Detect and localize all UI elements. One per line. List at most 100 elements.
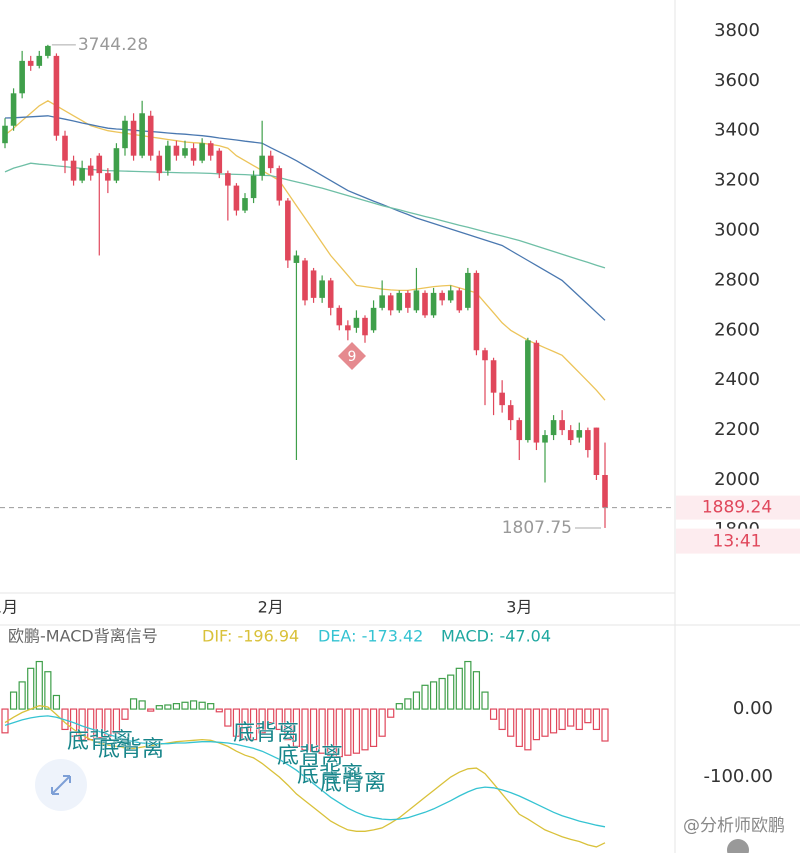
- candle-body: [602, 474, 608, 508]
- candle-body: [96, 155, 103, 174]
- macd-bar: [369, 708, 378, 748]
- candle-body: [447, 290, 454, 301]
- candle-body: [267, 155, 274, 169]
- macd-bar: [429, 681, 438, 710]
- candle-body: [62, 135, 68, 161]
- candle-body: [173, 145, 180, 156]
- macd-bar: [172, 703, 181, 710]
- macd-bar: [27, 667, 35, 710]
- candle-body: [216, 150, 223, 174]
- macd-bar: [498, 708, 506, 731]
- macd-bar: [112, 708, 121, 734]
- candle-body: [559, 420, 565, 431]
- expand-button[interactable]: [35, 759, 87, 811]
- min-label: 1807.75: [502, 518, 572, 538]
- y-tick-label: 3600: [714, 70, 760, 91]
- candle-body: [79, 168, 85, 181]
- macd-bar: [378, 708, 386, 737]
- candle-body: [147, 115, 154, 156]
- corner-icon: [727, 839, 749, 853]
- candle-body: [19, 60, 25, 94]
- candle-body: [190, 148, 197, 161]
- moving-average: [4, 162, 606, 269]
- macd-bar: [592, 708, 601, 731]
- candle-body: [87, 165, 94, 176]
- macd-bar: [515, 708, 523, 748]
- macd-bar: [318, 708, 326, 754]
- countdown: 13:41: [713, 532, 762, 552]
- candle-body: [336, 307, 343, 326]
- macd-bar: [207, 703, 215, 710]
- macd-bar: [104, 708, 112, 737]
- macd-bar: [129, 698, 138, 710]
- divergence-annotation: 底背离: [277, 744, 343, 769]
- macd-bar: [395, 703, 403, 710]
- y-tick-label: 2000: [714, 469, 760, 490]
- candle-body: [310, 270, 317, 298]
- macd-bar: [335, 708, 343, 758]
- candle-body: [36, 55, 43, 66]
- macd-bar: [44, 671, 52, 710]
- candle-body: [2, 125, 8, 144]
- x-tick-label: 1月: [0, 598, 18, 617]
- macd-bar: [95, 708, 103, 739]
- macd-bar: [292, 708, 301, 748]
- macd-bar: [481, 691, 489, 710]
- candle-body: [567, 430, 574, 441]
- macd-bar: [387, 708, 395, 718]
- macd-bar: [258, 708, 266, 734]
- y-tick-label: 3000: [714, 220, 760, 241]
- candle-body: [593, 427, 600, 475]
- moving-average: [4, 115, 606, 321]
- max-label: 3744.28: [78, 35, 148, 55]
- macd-bar: [18, 681, 26, 710]
- macd-bar: [164, 704, 172, 710]
- candle-body: [207, 143, 214, 156]
- candle-body: [499, 392, 505, 406]
- macd-bar: [464, 660, 472, 710]
- candle-body: [285, 200, 291, 261]
- macd-bar: [267, 708, 275, 724]
- macd-bar: [532, 708, 541, 741]
- candle-body: [199, 143, 205, 161]
- macd-bar: [567, 708, 575, 727]
- candle-body: [276, 168, 283, 201]
- candle-body: [542, 435, 548, 443]
- macd-bar: [344, 708, 352, 756]
- candle-body: [27, 60, 34, 66]
- macd-bar: [412, 691, 421, 710]
- macd-bar: [601, 708, 609, 742]
- candle-body: [105, 173, 111, 181]
- candle-body: [422, 292, 428, 316]
- candle-body: [165, 145, 171, 171]
- divergence-annotation: 底背离: [297, 763, 363, 788]
- y-tick-label: 3200: [714, 170, 760, 191]
- last-price-label: 1889.24: [702, 498, 772, 518]
- macd-bar: [584, 708, 592, 724]
- divergence-annotation: 底背离: [233, 721, 299, 746]
- watermark: @分析师欧鹏: [683, 816, 785, 836]
- signal-marker: [338, 342, 366, 370]
- macd-bar: [549, 708, 558, 734]
- candle-body: [130, 120, 137, 156]
- countdown-box: [676, 528, 800, 554]
- expand-icon: [51, 775, 71, 795]
- candle-body: [53, 55, 60, 136]
- candle-body: [379, 295, 385, 308]
- candle-body: [139, 113, 145, 156]
- y-tick-label: 3800: [714, 20, 760, 41]
- macd-bar: [147, 708, 155, 712]
- moving-average: [4, 100, 606, 401]
- candle-body: [396, 292, 403, 311]
- candle-body: [233, 185, 240, 211]
- candle-body: [10, 93, 17, 126]
- candle-body: [302, 260, 308, 301]
- candle-body: [430, 292, 437, 316]
- macd-bar: [121, 708, 129, 720]
- divergence-annotation: 底背离: [67, 729, 133, 754]
- candle-body: [413, 290, 420, 311]
- x-tick-label: 2月: [258, 598, 284, 617]
- candle-body: [585, 430, 591, 451]
- macd-bar: [421, 684, 429, 710]
- candle-body: [45, 45, 51, 56]
